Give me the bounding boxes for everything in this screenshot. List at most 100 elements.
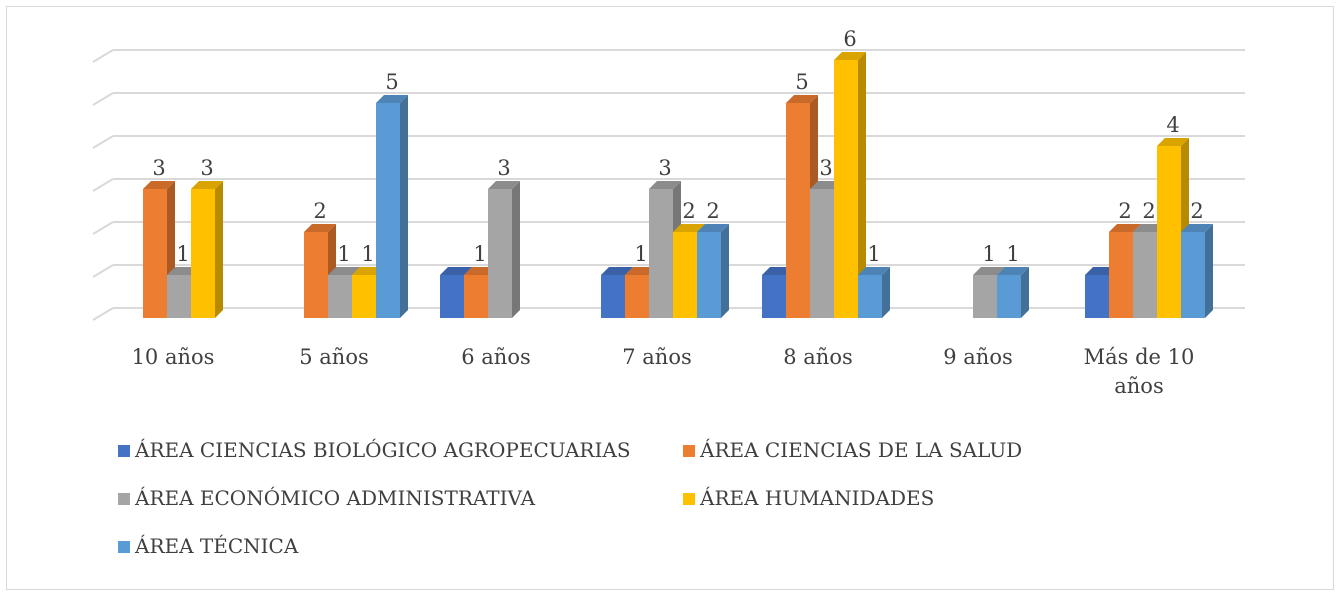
bar [834, 60, 858, 318]
bar [191, 189, 215, 318]
bar [1133, 232, 1157, 318]
bar [352, 275, 376, 318]
bar-top [328, 267, 360, 275]
legend-swatch [118, 445, 130, 457]
data-label: 5 [795, 70, 808, 94]
bar-top [834, 52, 866, 60]
data-label: 3 [200, 156, 213, 180]
bar-top [973, 267, 1005, 275]
bar-top [673, 224, 705, 232]
bar-side [215, 181, 223, 318]
gridline-edge [92, 92, 114, 106]
bar [464, 275, 488, 318]
bar [143, 189, 167, 318]
data-label: 1 [634, 242, 647, 266]
data-label: 1 [176, 242, 189, 266]
bar [649, 189, 673, 318]
data-label: 2 [706, 199, 719, 223]
bar [997, 275, 1021, 318]
bar [601, 275, 625, 318]
bar-top [143, 181, 175, 189]
data-label: 1 [1006, 242, 1019, 266]
data-label: 1 [982, 242, 995, 266]
bar-top [1109, 224, 1141, 232]
category-label: 9 años [943, 345, 1013, 369]
data-label: 1 [473, 242, 486, 266]
bar-top [1181, 224, 1213, 232]
data-label: 3 [497, 156, 510, 180]
bar [625, 275, 649, 318]
gridline-edge [92, 221, 114, 235]
bar [440, 275, 464, 318]
bar-top [1157, 138, 1189, 146]
category-label: 5 años [299, 345, 369, 369]
gridline-edge [92, 264, 114, 278]
bar [697, 232, 721, 318]
data-label: 4 [1166, 113, 1179, 137]
legend-label: ÁREA CIENCIAS DE LA SALUD [699, 438, 1022, 462]
legend-label: ÁREA HUMANIDADES [699, 486, 934, 510]
bar [673, 232, 697, 318]
data-label: 2 [1118, 199, 1131, 223]
data-label: 2 [1190, 199, 1203, 223]
bar-top [440, 267, 472, 275]
data-label: 1 [337, 242, 350, 266]
bar [488, 189, 512, 318]
bar [810, 189, 834, 318]
legend-label: ÁREA CIENCIAS BIOLÓGICO AGROPECUARIAS [134, 437, 631, 462]
bar-side [1205, 224, 1213, 318]
data-label: 3 [152, 156, 165, 180]
category-label: 8 años [783, 345, 853, 369]
data-label: 3 [819, 156, 832, 180]
bar [1109, 232, 1133, 318]
legend-label: ÁREA TÉCNICA [134, 534, 299, 558]
data-label: 1 [867, 242, 880, 266]
bar [1181, 232, 1205, 318]
bar-top [488, 181, 520, 189]
bar-top [649, 181, 681, 189]
data-label: 2 [682, 199, 695, 223]
legend-swatch [683, 493, 695, 505]
gridline-edge [92, 49, 114, 63]
bar [1157, 146, 1181, 318]
category-label: años [1114, 374, 1163, 398]
legend-swatch [118, 493, 130, 505]
legend-swatch [118, 541, 130, 553]
bar-side [400, 95, 408, 318]
category-label: 10 años [132, 345, 215, 369]
category-label: Más de 10 [1084, 345, 1195, 369]
bar-top [858, 267, 890, 275]
bar-side [512, 181, 520, 318]
bar-top [601, 267, 633, 275]
bar-side [721, 224, 729, 318]
bar [786, 103, 810, 318]
bar [973, 275, 997, 318]
gridline-edge [92, 135, 114, 149]
bar [762, 275, 786, 318]
bar-top [376, 95, 408, 103]
bar-top [786, 95, 818, 103]
data-label: 2 [313, 199, 326, 223]
bar-top [191, 181, 223, 189]
bar-side [882, 267, 890, 318]
category-label: 7 años [622, 345, 692, 369]
data-label: 2 [1142, 199, 1155, 223]
bar [304, 232, 328, 318]
bar-side [1021, 267, 1029, 318]
bar-top [304, 224, 336, 232]
gridline-edge [92, 307, 114, 321]
bar [1085, 275, 1109, 318]
data-label: 1 [361, 242, 374, 266]
bar [858, 275, 882, 318]
data-label: 5 [385, 70, 398, 94]
data-label: 6 [843, 27, 856, 51]
legend-swatch [683, 445, 695, 457]
bar [376, 103, 400, 318]
bar-top [997, 267, 1029, 275]
category-label: 6 años [461, 345, 531, 369]
legend-label: ÁREA ECONÓMICO ADMINISTRATIVA [134, 485, 536, 510]
bar [328, 275, 352, 318]
gridline-edge [92, 178, 114, 192]
bar-top [697, 224, 729, 232]
